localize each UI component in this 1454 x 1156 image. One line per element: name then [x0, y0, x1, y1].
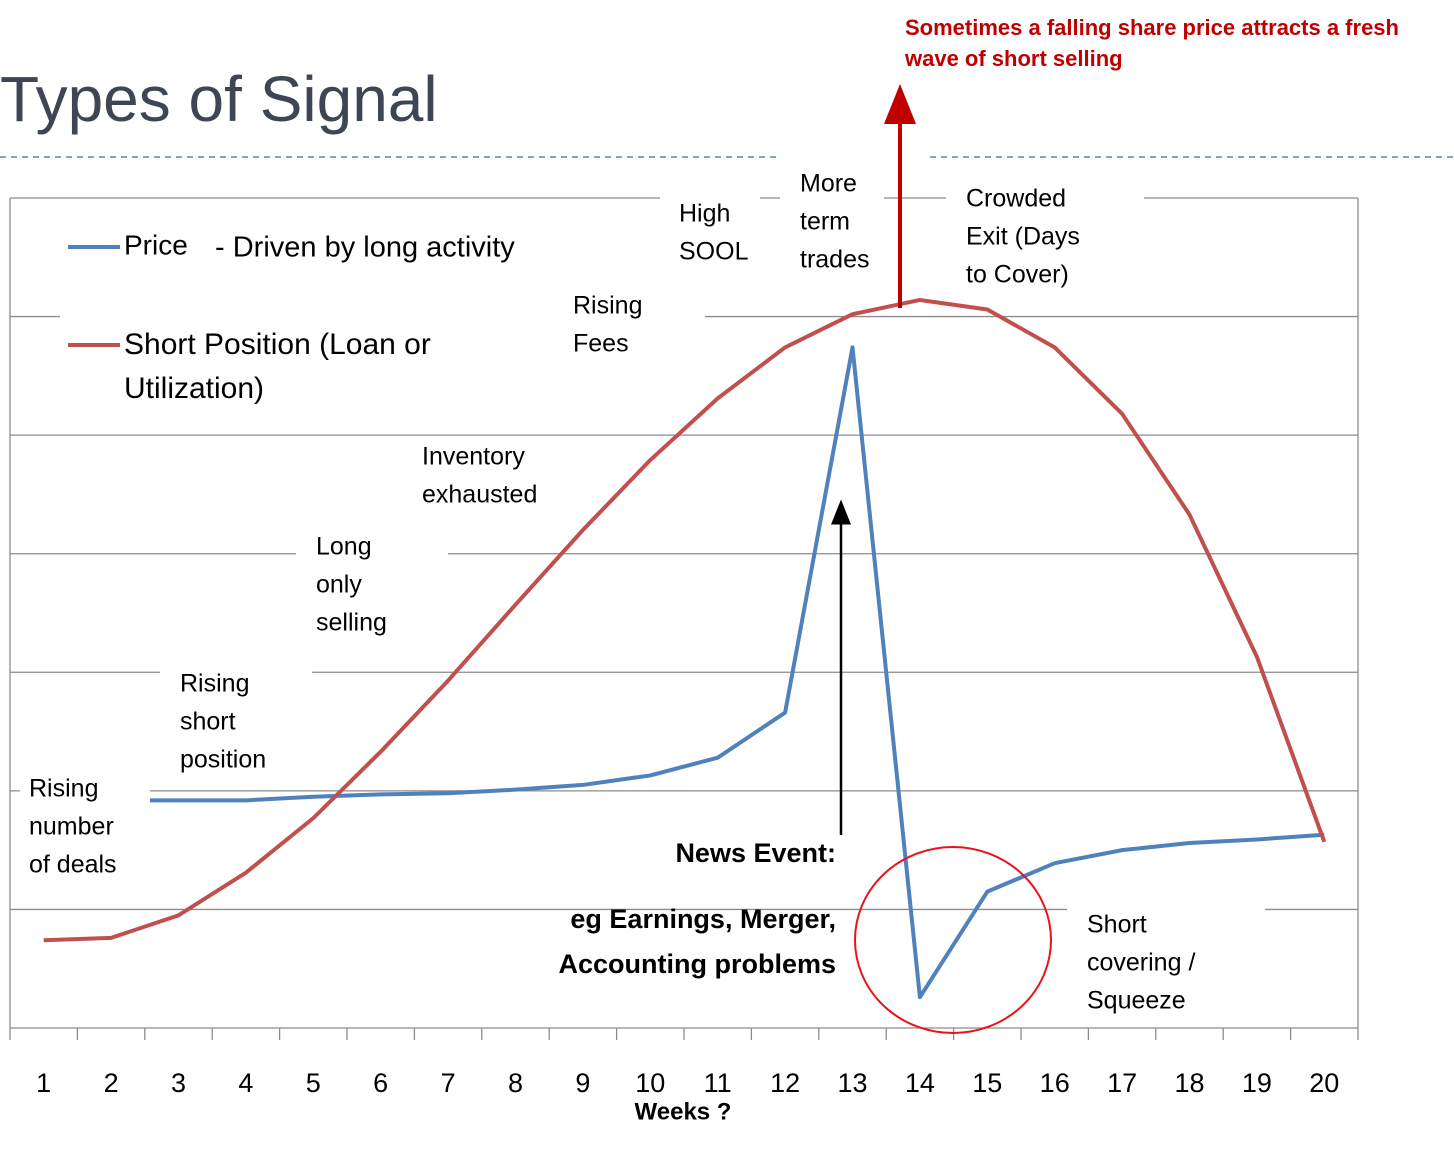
event-line: Accounting problems: [558, 949, 836, 979]
x-tick-label: 10: [635, 1068, 665, 1098]
annotation: Squeeze: [1087, 987, 1186, 1015]
annotation: selling: [316, 609, 387, 637]
legend-label: Short Position (Loan or Utilization): [124, 328, 431, 405]
x-tick-label: 1: [36, 1068, 51, 1098]
annotation: number: [29, 813, 114, 841]
x-tick-label: 18: [1174, 1068, 1204, 1098]
x-tick-label: 12: [770, 1068, 800, 1098]
annotation-bg: [296, 528, 448, 643]
annotation: Exit (Days: [966, 223, 1080, 251]
annotation: covering /: [1087, 949, 1195, 977]
annotation-bg: [160, 662, 312, 780]
x-tick-label: 19: [1242, 1068, 1272, 1098]
annotation: More: [800, 170, 857, 198]
annotation: Long: [316, 533, 372, 561]
annotation: Rising: [180, 670, 249, 698]
annotation: position: [180, 746, 266, 774]
x-tick-label: 11: [704, 1068, 732, 1098]
annotation: Crowded: [966, 185, 1066, 213]
annotation: Rising: [29, 775, 98, 803]
x-tick-label: 13: [837, 1068, 867, 1098]
annotation-bg: [553, 288, 705, 363]
x-tick-label: 17: [1107, 1068, 1137, 1098]
event-line: eg Earnings, Merger,: [570, 904, 836, 934]
annotation: Inventory: [422, 443, 525, 471]
series-line: [43, 345, 1325, 1000]
annotation: SOOL: [679, 238, 749, 266]
legend-note: - Driven by long activity: [215, 232, 515, 264]
x-tick-label: 9: [575, 1068, 590, 1098]
x-tick-label: 5: [306, 1068, 321, 1098]
annotation: only: [316, 571, 362, 599]
legend-label: Price: [124, 229, 188, 260]
annotation-bg: [1067, 905, 1265, 1025]
annotation: to Cover): [966, 261, 1069, 289]
annotation: exhausted: [422, 481, 537, 509]
series-line: [43, 297, 1327, 943]
x-tick-label: 6: [373, 1068, 388, 1098]
x-axis-label: Weeks ?: [635, 1098, 732, 1125]
x-tick-label: 20: [1309, 1068, 1339, 1098]
annotation: trades: [800, 246, 869, 274]
annotation: High: [679, 200, 730, 228]
event-title: News Event:: [675, 838, 836, 868]
highlight-circle: [854, 846, 1052, 1034]
callout: Sometimes a falling share price attracts…: [905, 15, 1399, 71]
annotation-bg: [946, 180, 1144, 294]
x-tick-label: 3: [171, 1068, 186, 1098]
annotation: of deals: [29, 851, 117, 879]
slide-title: Types of Signal: [0, 63, 438, 135]
annotation: short: [180, 708, 236, 736]
x-tick-label: 7: [441, 1068, 456, 1098]
x-tick-label: 16: [1040, 1068, 1070, 1098]
annotation-bg: [660, 188, 760, 270]
annotation-bg: [780, 165, 884, 280]
annotation-bg: [20, 768, 150, 886]
annotation: Short: [1087, 911, 1147, 939]
x-tick-label: 14: [905, 1068, 935, 1098]
x-tick-label: 8: [508, 1068, 523, 1098]
annotation: Fees: [573, 330, 629, 358]
x-tick-label: 2: [104, 1068, 119, 1098]
annotation: Rising: [573, 292, 642, 320]
x-tick-label: 15: [972, 1068, 1002, 1098]
legend-bg: [60, 222, 555, 412]
annotation-bg: [402, 436, 585, 516]
x-tick-label: 4: [238, 1068, 253, 1098]
annotation: term: [800, 208, 850, 236]
